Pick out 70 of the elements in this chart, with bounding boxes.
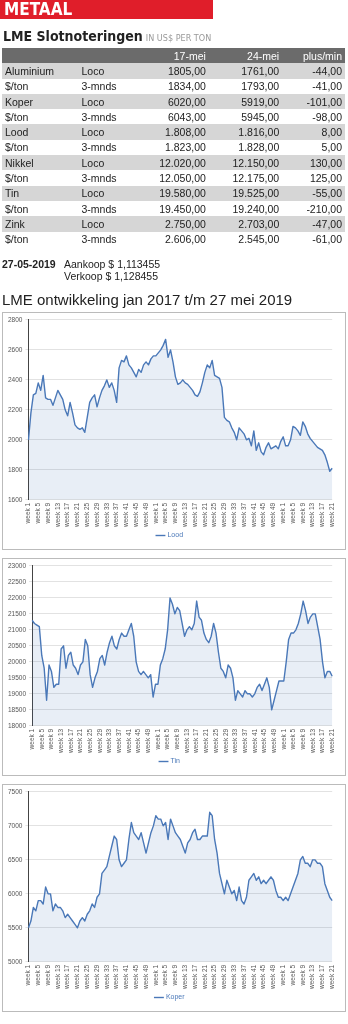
text: 1805,00 [167,64,206,77]
text: 27-05-2019 [2,257,57,270]
text: Loco [81,126,105,139]
text: Loco [81,217,105,230]
text: $/ton [5,80,29,93]
text: Verkoop $ 1,128455 [64,269,158,282]
text: -41,00 [312,80,342,93]
text: 1761,00 [241,64,280,77]
text: IN US$ PER TON [145,33,212,43]
text: Nikkel [5,156,34,169]
text: -55,00 [312,187,342,200]
text: Loco [81,156,105,169]
category-label: 17-mei [135,48,209,64]
text: 1.828,00 [238,141,280,154]
text: 1.816,00 [238,126,280,139]
text: Loco [81,95,105,108]
text: $/ton [5,172,29,185]
text: 5919,00 [241,95,280,108]
text: 5945,00 [241,110,280,123]
text: 6043,00 [167,110,206,123]
text: METAAL [0,0,213,19]
text: 3-mnds [81,202,117,215]
text: 12.050,00 [159,172,206,185]
text: -61,00 [312,233,342,246]
text: Zink [5,217,25,230]
text: Koper [5,95,34,108]
text: 6020,00 [167,95,206,108]
text: $/ton [5,110,29,123]
text: Lood [5,126,29,139]
text: 19.525,00 [232,187,280,200]
text: $/ton [5,141,29,154]
text: Loco [81,64,105,77]
text: 2.545,00 [238,233,280,246]
text: 3-mnds [81,110,117,123]
text: LME ontwikkeling jan 2017 t/m 27 mei 2019 [2,290,294,308]
text: 2.606,00 [165,233,206,246]
text: $/ton [5,233,29,246]
text: -98,00 [312,110,342,123]
text: 12.175,00 [232,172,280,185]
category-label: 24-mei [208,48,283,64]
text: 19.450,00 [159,202,206,215]
text: 125,00 [309,172,342,185]
text: Tin [5,187,20,200]
text: Aluminium [5,64,55,77]
text: 1.823,00 [165,141,206,154]
text: Aankoop $ 1,113455 [64,257,161,270]
text: $/ton [5,202,29,215]
text: 1793,00 [241,80,280,93]
text: -101,00 [306,95,342,108]
text: -210,00 [306,202,342,215]
text: 19.240,00 [232,202,280,215]
text: 3-mnds [81,172,117,185]
text: 2.703,00 [238,217,280,230]
text: LME Slotnoteringen [3,28,143,44]
category-label: plus/min [282,48,345,64]
text: -47,00 [312,217,342,230]
text: 5,00 [321,141,342,154]
text: 3-mnds [81,233,117,246]
text: 12.020,00 [159,156,206,169]
text: 8,00 [321,126,342,139]
text: 130,00 [309,156,342,169]
text: 3-mnds [81,141,117,154]
text: 19.580,00 [159,187,206,200]
text: -44,00 [312,64,342,77]
text: 1.808,00 [165,126,206,139]
text: 3-mnds [81,80,117,93]
text: 1834,00 [167,80,206,93]
text: Loco [81,187,105,200]
text: 2.750,00 [165,217,206,230]
text: 12.150,00 [232,156,280,169]
